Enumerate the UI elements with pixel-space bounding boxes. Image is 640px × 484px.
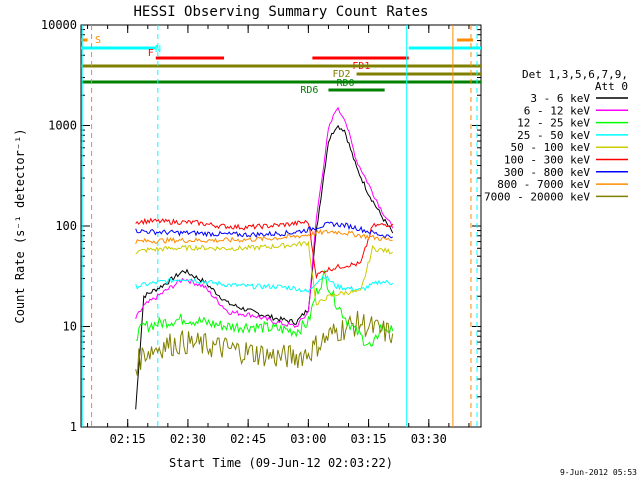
y-tick-label: 10 [63, 320, 77, 334]
legend-entry-label: 7000 - 20000 keV [484, 190, 590, 203]
legend-entry-label: 800 - 7000 keV [497, 178, 590, 191]
y-tick-label: 100 [55, 219, 77, 233]
legend-entry-label: 6 - 12 keV [524, 104, 591, 117]
status-bar-label: RD6 [300, 85, 318, 96]
x-axis-label: Start Time (09-Jun-12 02:03:22) [169, 456, 393, 470]
series-line [135, 269, 394, 347]
y-axis: 1 10 100 1000 10000 [41, 18, 481, 434]
x-tick-label: 03:00 [290, 432, 326, 446]
series-line [135, 124, 394, 410]
x-tick-label: 03:15 [351, 432, 387, 446]
y-tick-label: 10000 [41, 18, 77, 32]
legend-entry-label: 100 - 300 keV [504, 154, 590, 167]
series-line [135, 221, 393, 239]
legend-entry-label: 300 - 800 keV [504, 166, 590, 179]
status-bar-label: S [95, 35, 101, 46]
series-line [135, 310, 394, 376]
x-tick-label: 02:45 [230, 432, 266, 446]
legend-entry-label: 12 - 25 keV [517, 117, 590, 130]
legend-title: Det 1,3,5,6,7,9, [522, 68, 628, 81]
status-bar-label: FD2 [332, 69, 350, 80]
series-group [135, 106, 394, 410]
y-tick-label: 1000 [48, 119, 77, 133]
x-tick-label: 02:30 [170, 432, 206, 446]
chart-title: HESSI Observing Summary Count Rates [133, 4, 428, 20]
y-tick-label: 1 [70, 420, 77, 434]
status-bar-label: N [155, 44, 161, 55]
legend-title: Att 0 [595, 80, 628, 93]
status-bar-label: F [148, 48, 154, 59]
series-line [135, 217, 394, 280]
series-line [135, 275, 394, 293]
series-line [135, 106, 394, 329]
legend-entry-label: 50 - 100 keV [511, 141, 591, 154]
x-tick-label: 03:30 [411, 432, 447, 446]
vertical-markers [81, 25, 478, 427]
series-line [135, 240, 393, 306]
legend-entry-label: 3 - 6 keV [530, 92, 590, 105]
footer-timestamp: 9-Jun-2012 05:53 [560, 468, 637, 477]
series-line [135, 228, 393, 245]
status-bar-label: RD0 [336, 78, 354, 89]
x-tick-label: 02:15 [110, 432, 146, 446]
y-axis-label: Count Rate (s⁻¹ detector⁻¹) [13, 128, 27, 323]
legend-entry-label: 25 - 50 keV [517, 129, 590, 142]
status-bars: SNFFD1FD2RD0RD6 [81, 35, 481, 96]
x-axis: 02:15 02:30 02:45 03:00 03:15 03:30 [87, 25, 470, 446]
